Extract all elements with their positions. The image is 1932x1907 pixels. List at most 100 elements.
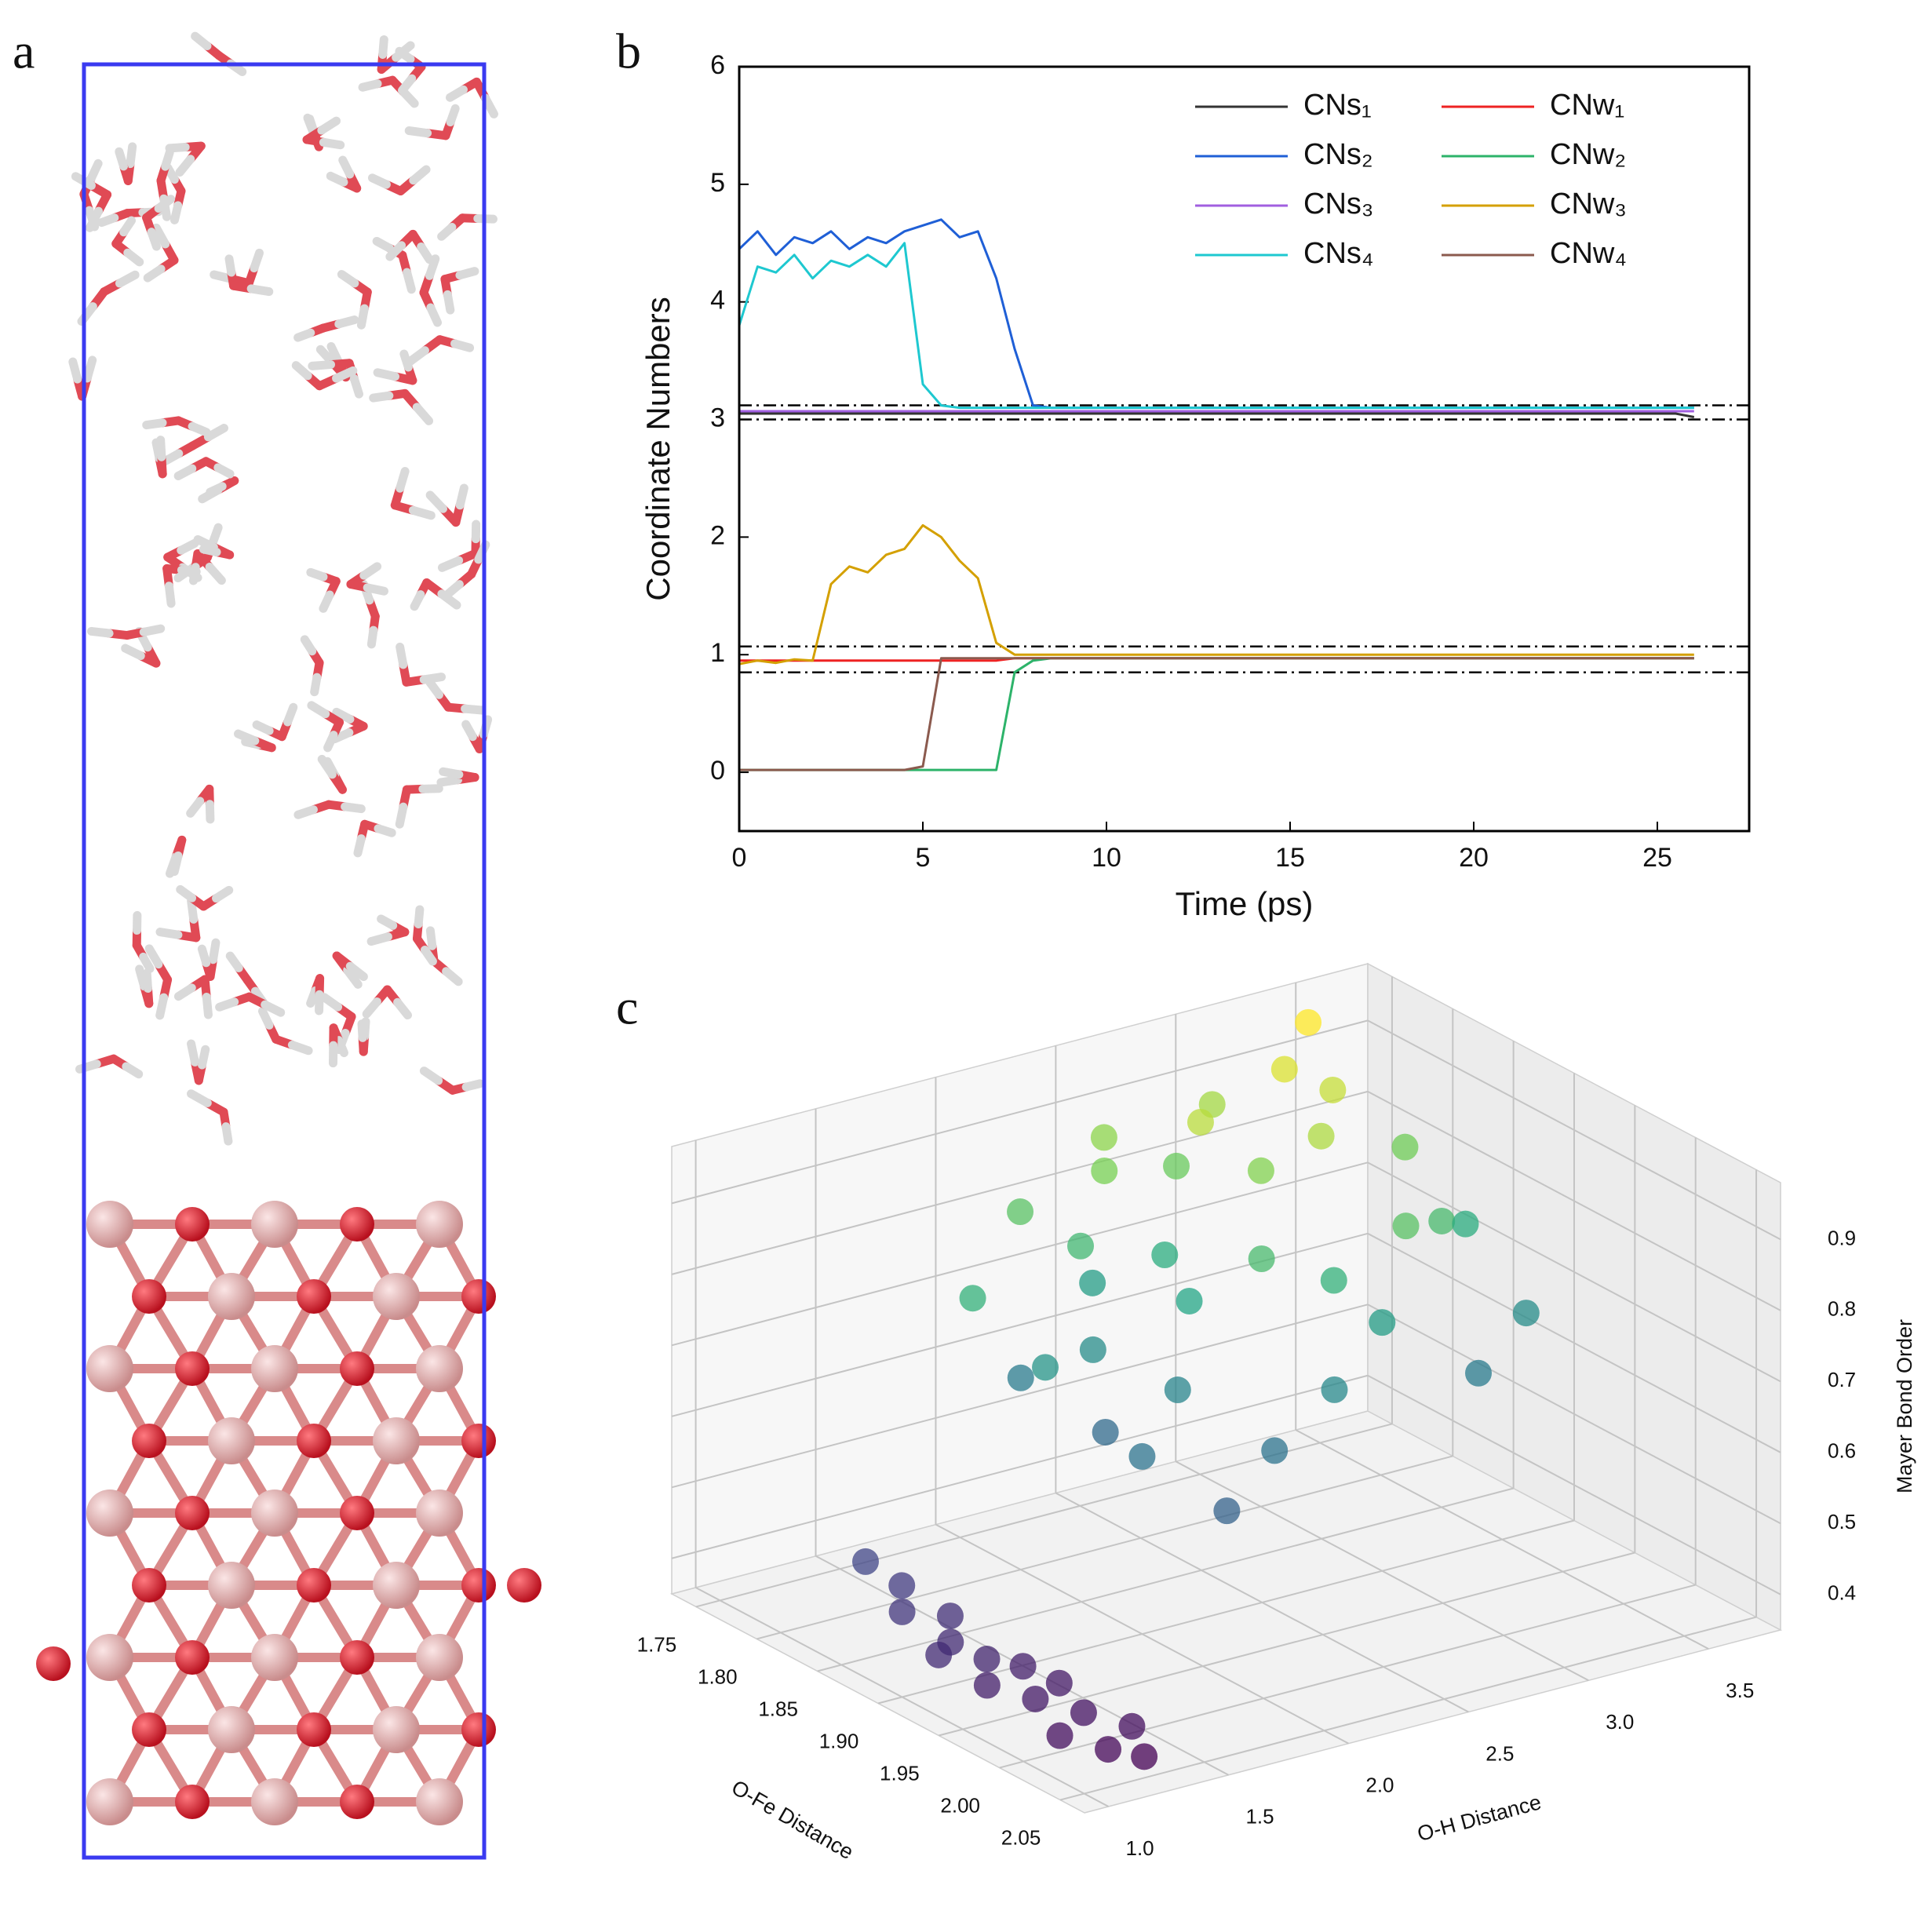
o-atom — [175, 1785, 210, 1819]
scatter-point — [1095, 1736, 1122, 1763]
x-tick-label: 20 — [1459, 843, 1489, 873]
o-atom — [461, 1568, 496, 1603]
water-bond — [197, 944, 211, 968]
water-bond — [315, 990, 324, 1015]
water-bond — [425, 677, 443, 699]
water-bond — [443, 580, 464, 600]
water-bond — [122, 1062, 144, 1079]
fe-atom — [416, 1345, 463, 1392]
x-tick-label: 1.5 — [1245, 1805, 1274, 1829]
scatter-point — [1046, 1722, 1074, 1749]
x-tick-label: 3.5 — [1726, 1679, 1754, 1702]
fe-atom — [86, 1490, 133, 1537]
x-axis-title: Time (ps) — [1176, 885, 1314, 922]
scatter-point — [1079, 1269, 1106, 1296]
fe-atom — [373, 1706, 420, 1753]
legend-label: CNs₂ — [1303, 138, 1373, 171]
legend-label: CNs₃ — [1303, 188, 1373, 221]
water-bond — [170, 201, 183, 224]
water-bond — [425, 254, 440, 280]
water-bond — [300, 635, 317, 656]
scatter-point — [1247, 1157, 1274, 1184]
x-tick-label: 1.0 — [1126, 1836, 1154, 1860]
o-atom — [507, 1568, 541, 1603]
scatter-point — [1022, 1685, 1049, 1712]
water-bond — [115, 270, 140, 288]
fe-atom — [86, 1778, 133, 1825]
scatter-point — [1320, 1267, 1347, 1294]
x-tick-label: 2.0 — [1365, 1773, 1394, 1796]
grid-line — [939, 1551, 1635, 1737]
water-bond — [326, 171, 348, 187]
y-axis-title: Coordinate Numbers — [640, 297, 676, 601]
fe-atom — [373, 1273, 420, 1320]
o-atom — [175, 1640, 210, 1675]
scatter-point — [1092, 1418, 1119, 1446]
water-bond — [193, 534, 218, 552]
water-bond — [345, 961, 368, 982]
water-bond — [165, 142, 190, 153]
panel-label: c — [616, 979, 638, 1035]
water-bond — [404, 126, 432, 138]
y-tick-label: 0 — [710, 756, 725, 786]
y-axis-title: O-Fe Distance — [727, 1775, 858, 1864]
water-bond — [224, 254, 236, 277]
panel-label: b — [616, 24, 641, 79]
water-bond — [151, 223, 170, 249]
water-bond — [86, 159, 103, 184]
water-bond — [331, 366, 358, 383]
water-bond — [446, 104, 460, 127]
grid-line — [1367, 1161, 1781, 1383]
legend-label: CNw₄ — [1550, 237, 1627, 270]
fe-atom — [373, 1417, 420, 1464]
water-bond — [199, 545, 221, 556]
water-bond — [334, 315, 359, 329]
scatter-point — [1045, 1669, 1073, 1697]
x-tick-label: 10 — [1092, 843, 1121, 873]
o-atom — [461, 1279, 496, 1314]
water-bond — [86, 626, 114, 638]
water-bond — [455, 483, 468, 510]
water-bond — [357, 1019, 367, 1042]
structure-panel — [36, 31, 541, 1825]
water-bond — [119, 216, 137, 237]
water-bond — [349, 374, 364, 399]
water-bond — [123, 248, 144, 267]
water-bond — [425, 490, 448, 513]
water-bond — [177, 538, 199, 555]
water-bond — [378, 35, 388, 59]
legend-label: CNw₂ — [1550, 138, 1626, 171]
water-bond — [187, 896, 199, 924]
scatter-point — [1319, 1076, 1347, 1103]
water-bond — [359, 562, 382, 580]
scatter-point — [1176, 1287, 1203, 1314]
grid-line — [671, 1019, 1369, 1205]
x-tick-label: 25 — [1642, 843, 1672, 873]
water-bond — [398, 74, 417, 95]
water-bond — [209, 938, 221, 964]
scatter-point — [1164, 1376, 1191, 1404]
water-bond — [142, 418, 167, 430]
water-bond — [203, 423, 228, 442]
o-atom — [175, 1496, 210, 1530]
series-line — [738, 242, 1694, 410]
grid-line — [671, 1161, 1369, 1347]
scatter-point — [1131, 1743, 1158, 1770]
y-tick-label: 6 — [710, 50, 725, 80]
z-tick-label: 0.5 — [1828, 1510, 1856, 1533]
water-bond — [392, 41, 415, 62]
fe-atom — [251, 1201, 298, 1248]
water-bond — [425, 926, 437, 950]
fe-atom — [86, 1634, 133, 1681]
y-tick-label: 1.85 — [758, 1697, 798, 1720]
water-bond — [233, 729, 260, 746]
scatter-point — [1009, 1653, 1037, 1680]
water-bond — [97, 213, 119, 228]
scatter-point — [936, 1603, 964, 1630]
water-bond — [414, 905, 425, 929]
scatter-point — [1067, 1232, 1095, 1260]
water-bond — [176, 884, 197, 902]
fe-atom — [416, 1490, 463, 1537]
o-atom — [461, 1712, 496, 1747]
